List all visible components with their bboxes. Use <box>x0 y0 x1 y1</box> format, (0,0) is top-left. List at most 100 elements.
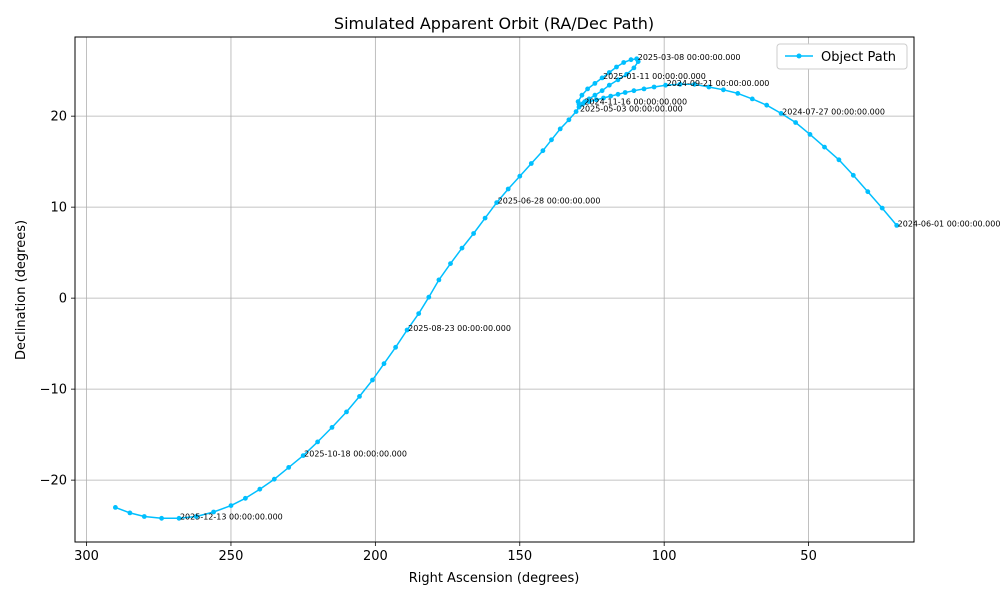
data-point <box>404 327 410 333</box>
data-point <box>764 102 770 108</box>
date-annotation: 2025-01-11 00:00:00.000 <box>603 72 706 81</box>
data-point <box>228 503 234 508</box>
chart-title: Simulated Apparent Orbit (RA/Dec Path) <box>334 14 654 33</box>
data-point <box>540 148 546 154</box>
date-annotation: 2025-03-08 00:00:00.000 <box>638 53 741 62</box>
data-point <box>370 377 375 383</box>
data-point <box>615 77 621 83</box>
date-annotation: 2025-08-23 00:00:00.000 <box>408 324 511 333</box>
data-point <box>113 505 118 510</box>
data-point <box>677 81 683 87</box>
data-point <box>624 71 629 77</box>
data-point <box>608 93 614 99</box>
x-axis-label: Right Ascension (degrees) <box>409 571 580 586</box>
data-point <box>615 91 621 97</box>
data-point <box>505 186 511 192</box>
x-tick-label: 200 <box>363 549 388 564</box>
data-point <box>599 88 605 94</box>
data-point <box>606 82 612 88</box>
data-point <box>448 261 453 266</box>
date-annotation: 2024-11-16 00:00:00.000 <box>584 97 687 106</box>
data-point <box>557 126 563 132</box>
data-point <box>631 65 637 71</box>
annotations: 2024-06-01 00:00:00.000 2024-07-27 00:00:… <box>180 53 1000 522</box>
series-layer <box>113 56 900 521</box>
date-annotation: 2024-09-21 00:00:00.000 <box>667 79 770 88</box>
data-point <box>593 97 599 103</box>
legend-box <box>776 43 908 70</box>
data-point <box>357 394 362 399</box>
y-tick-label: −10 <box>40 383 67 398</box>
data-point <box>735 91 741 96</box>
data-point <box>635 59 641 64</box>
data-point <box>865 189 871 195</box>
data-point <box>211 509 217 515</box>
data-point <box>576 104 582 110</box>
data-point <box>592 81 598 86</box>
data-point <box>257 486 263 492</box>
data-point <box>706 84 712 90</box>
data-point <box>459 245 465 251</box>
data-point <box>141 514 147 519</box>
date-annotation: 2025-10-18 00:00:00.000 <box>304 450 407 459</box>
data-point <box>159 515 165 521</box>
data-point <box>393 344 398 350</box>
data-point <box>566 117 572 123</box>
data-point <box>793 120 798 125</box>
grid <box>75 37 914 542</box>
date-annotation: 2024-06-01 00:00:00.000 <box>898 219 1000 228</box>
data-point <box>586 96 592 102</box>
y-axis-label: Declination (degrees) <box>14 220 29 360</box>
plot-frame <box>74 36 915 543</box>
data-point <box>381 361 387 367</box>
legend: Object Path <box>776 43 908 70</box>
data-point <box>879 205 885 211</box>
data-point <box>517 173 523 179</box>
data-point <box>894 223 900 228</box>
data-point <box>592 92 598 98</box>
data-point <box>663 82 668 88</box>
data-point <box>749 96 755 102</box>
data-point <box>599 75 605 81</box>
data-point <box>601 95 606 101</box>
data-point <box>416 311 422 316</box>
y-tick-label: 20 <box>50 110 67 125</box>
data-point <box>271 476 277 482</box>
legend-label: Object Path <box>821 50 896 65</box>
data-point <box>606 70 612 75</box>
data-point <box>127 510 133 516</box>
data-point <box>494 200 500 206</box>
data-point <box>193 514 199 519</box>
x-tick-label: 250 <box>219 549 244 564</box>
data-point <box>585 86 590 92</box>
data-point <box>482 215 488 221</box>
data-point <box>807 132 813 137</box>
data-point <box>651 84 657 90</box>
data-point <box>579 92 585 98</box>
data-point <box>822 144 827 150</box>
data-point <box>573 109 579 114</box>
data-point <box>344 409 349 415</box>
x-tick-label: 50 <box>800 549 817 564</box>
data-point <box>621 60 627 65</box>
data-point <box>300 453 306 458</box>
data-point <box>549 137 554 143</box>
data-point <box>243 495 248 501</box>
data-point <box>778 111 784 116</box>
x-tick-label: 300 <box>74 549 99 564</box>
y-tick-label: 10 <box>50 201 67 216</box>
legend-marker <box>796 53 802 59</box>
data-point <box>692 81 697 87</box>
x-tick-label: 100 <box>652 549 677 564</box>
x-tick-label: 150 <box>507 549 532 564</box>
data-point <box>315 439 320 445</box>
date-annotation: 2025-12-13 00:00:00.000 <box>180 512 283 521</box>
data-point <box>575 99 581 104</box>
data-point <box>631 88 637 94</box>
y-tick-label: 0 <box>59 292 67 307</box>
data-point <box>721 87 726 93</box>
data-point <box>329 425 335 430</box>
data-point <box>641 86 647 92</box>
data-point <box>528 161 534 166</box>
ticks: 300 250 200 150 100 50 −20 −10 0 10 20 <box>40 110 817 564</box>
